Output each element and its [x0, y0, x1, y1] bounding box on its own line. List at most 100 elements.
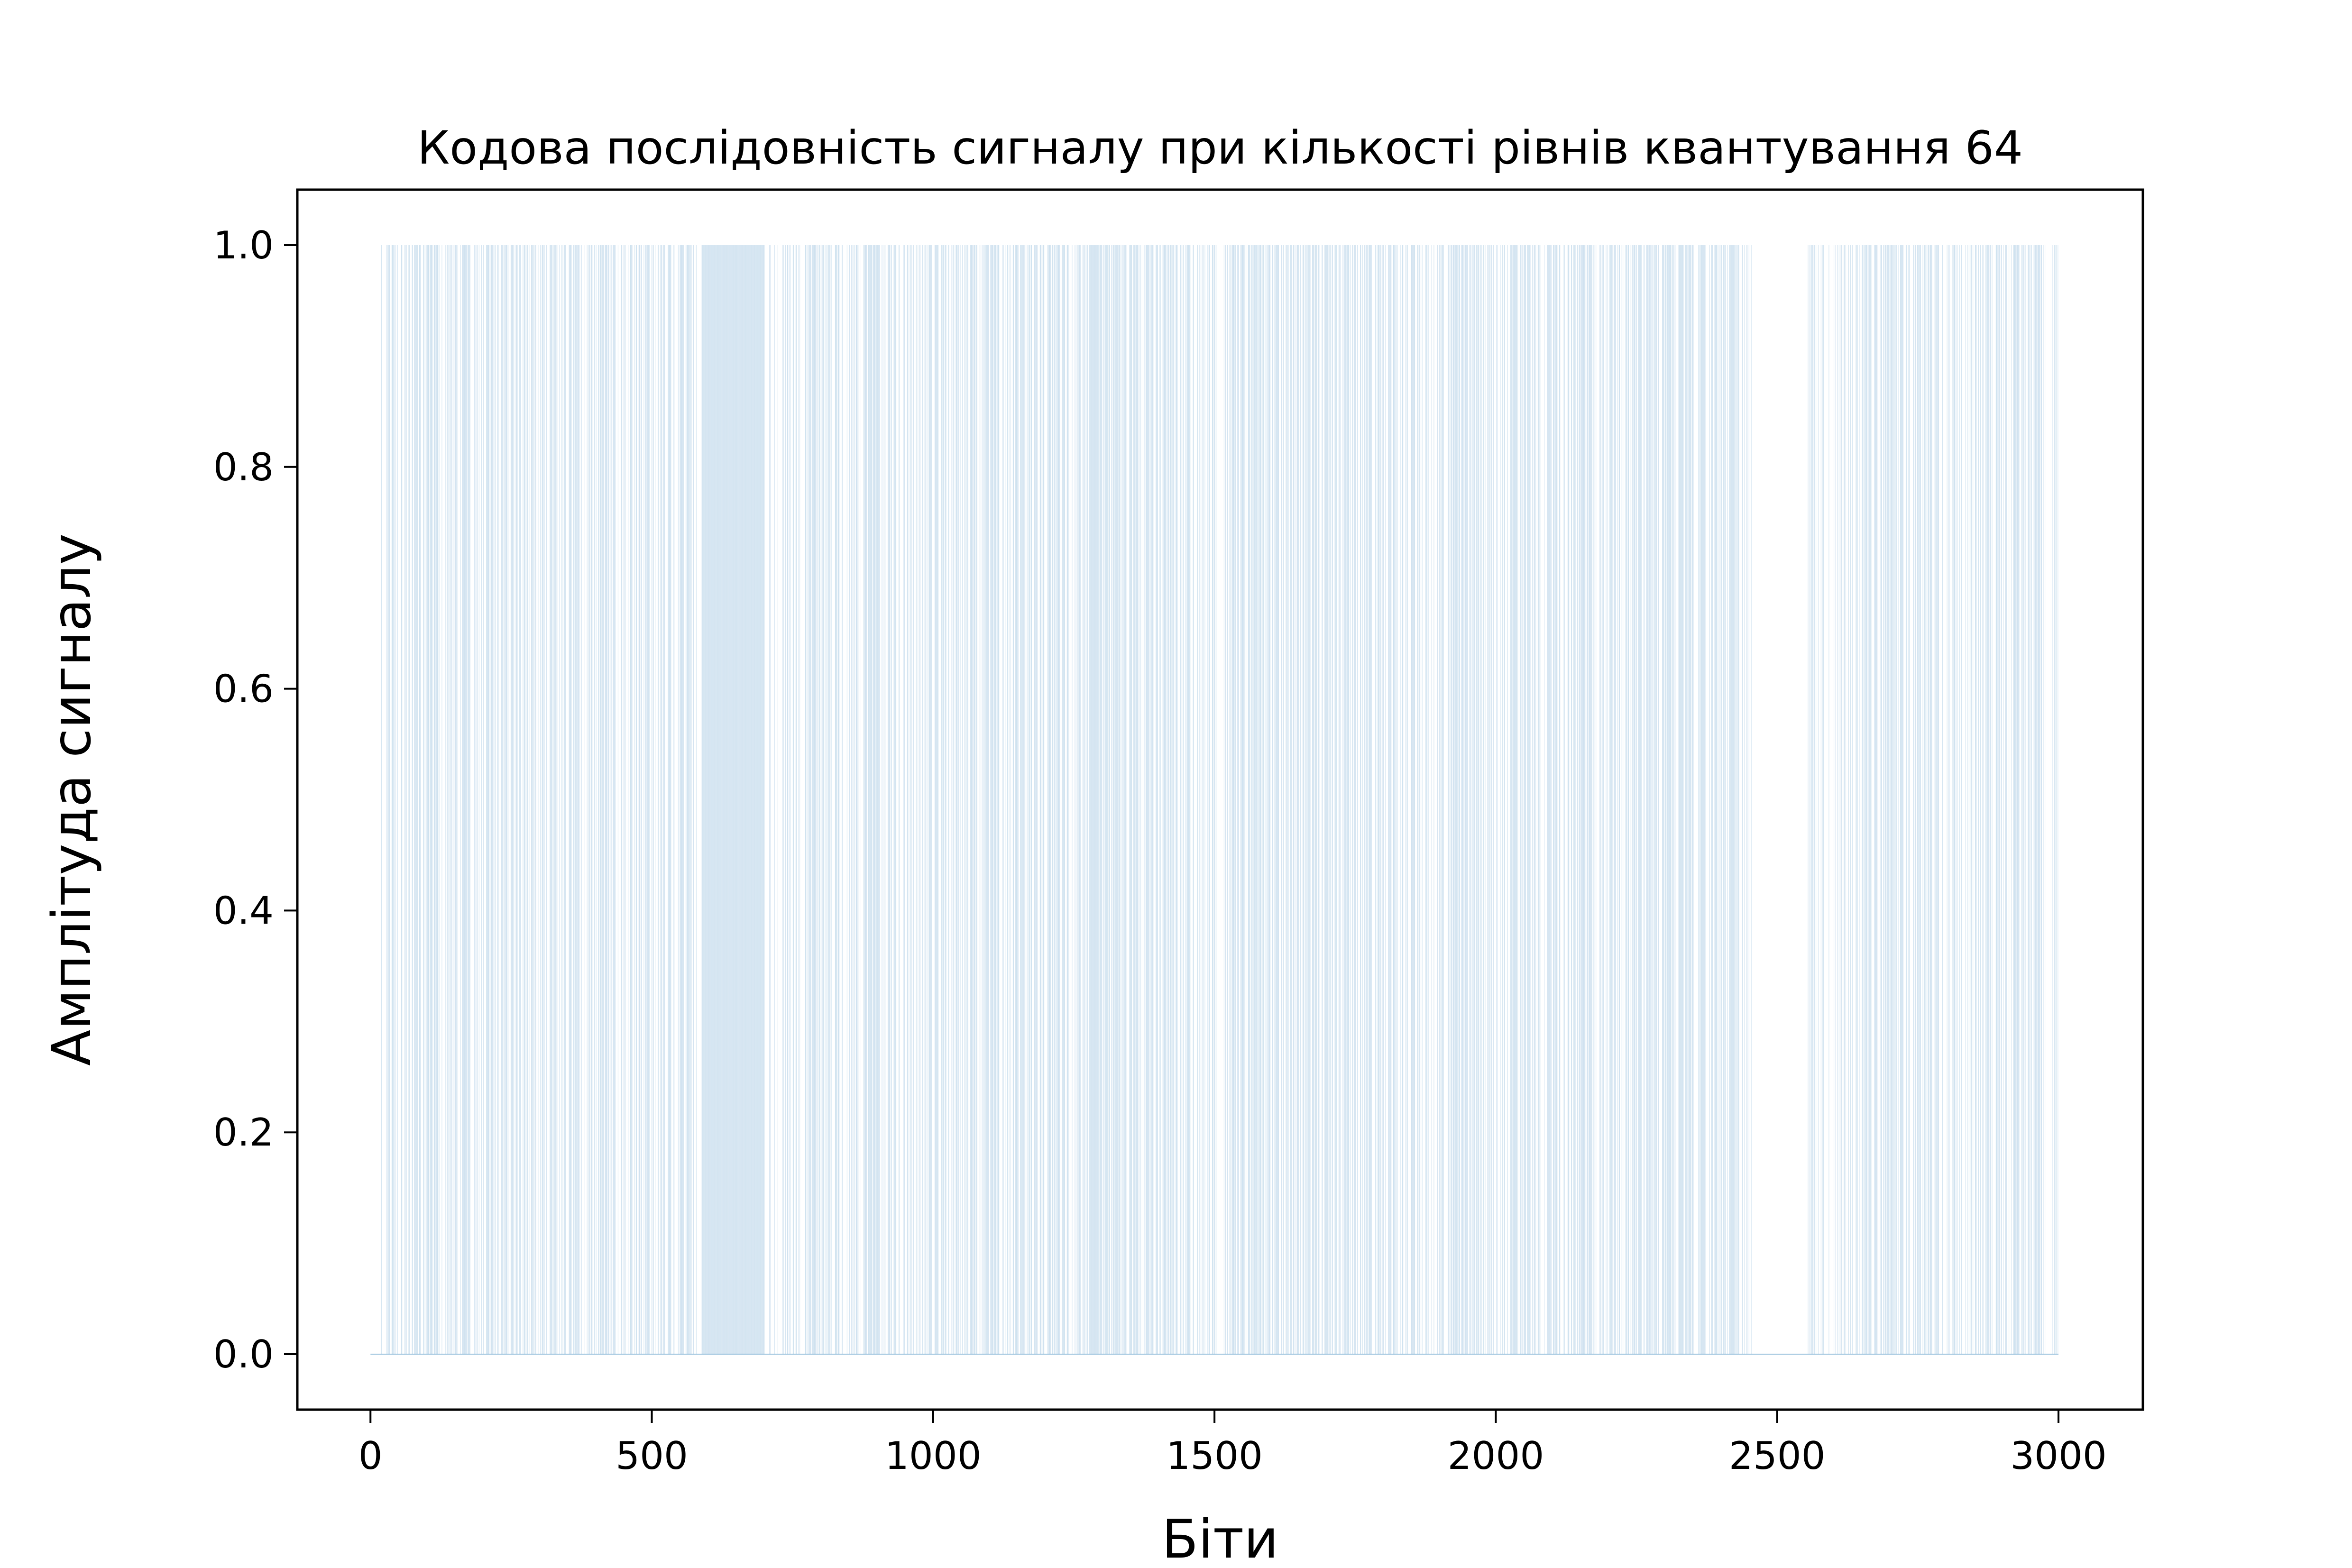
bit-bar-1331 [1852, 245, 1853, 1355]
bit-bar-479 [873, 245, 874, 1355]
bit-bar-1218 [1668, 245, 1669, 1355]
bit-bar-690 [1095, 245, 1096, 1355]
bit-bar-420 [810, 245, 811, 1355]
bit-bar-1233 [1681, 245, 1682, 1355]
bit-bar-806 [1213, 245, 1214, 1355]
bit-bar-1319 [1837, 245, 1838, 1355]
bit-bar-81 [469, 245, 470, 1355]
bit-bar-1414 [1947, 245, 1948, 1355]
bit-bar-1454 [2001, 245, 2002, 1355]
bit-bar-921 [1332, 245, 1333, 1355]
y-tick-label-1: 0.2 [213, 1110, 274, 1155]
bit-bar-1301 [1751, 245, 1752, 1355]
bit-bar-900 [1313, 245, 1314, 1355]
bit-bar-1115 [1556, 245, 1557, 1355]
bit-bar-1106 [1549, 245, 1550, 1355]
bit-bar-892 [1306, 245, 1307, 1355]
bit-bar-541 [943, 245, 944, 1355]
bit-bar-181 [576, 245, 577, 1355]
bit-bar-948 [1364, 245, 1365, 1355]
bit-bar-41 [430, 245, 431, 1355]
bit-bar-391 [762, 245, 763, 1355]
bit-bar-1020 [1453, 245, 1454, 1355]
bit-bar-200 [600, 245, 601, 1355]
bit-bar-271 [683, 245, 684, 1355]
x-tick-label-2: 1000 [885, 1434, 982, 1478]
bit-bar-186 [581, 245, 582, 1355]
bit-bar-143 [533, 245, 534, 1355]
bit-bar-602 [1007, 245, 1008, 1355]
bit-bar-607 [1015, 245, 1016, 1355]
bit-bar-1340 [1865, 245, 1866, 1355]
bit-bar-1027 [1459, 245, 1460, 1355]
bit-bar-618 [1023, 245, 1024, 1355]
bit-bar-1452 [1998, 245, 1999, 1355]
bit-bar-705 [1107, 245, 1108, 1355]
bit-bar-1371 [1894, 245, 1895, 1355]
bit-bar-562 [967, 245, 968, 1355]
bit-bar-1039 [1470, 245, 1471, 1355]
bit-bar-951 [1367, 245, 1368, 1355]
bit-bar-121 [512, 245, 513, 1355]
bit-bar-698 [1101, 245, 1102, 1355]
bit-bar-354 [741, 245, 742, 1355]
bit-bar-1139 [1584, 245, 1585, 1355]
bit-bar-1401 [1928, 245, 1929, 1355]
bit-bar-1457 [2005, 245, 2006, 1355]
bit-bar-1065 [1502, 245, 1503, 1355]
bit-bar-1259 [1704, 245, 1705, 1355]
bit-bar-752 [1151, 245, 1152, 1355]
bit-bar-1329 [1850, 245, 1851, 1355]
bit-bar-803 [1209, 245, 1210, 1355]
bit-bar-1370 [1893, 245, 1894, 1355]
bit-bar-333 [729, 245, 730, 1355]
bit-bar-778 [1176, 245, 1177, 1355]
bit-bar-36 [426, 245, 427, 1355]
x-tick-label-4: 2000 [1448, 1434, 1544, 1478]
y-tick-label-3: 0.6 [213, 667, 274, 711]
bit-bar-185 [579, 245, 580, 1355]
bit-bar-1182 [1632, 245, 1633, 1355]
bit-bar-1162 [1610, 245, 1611, 1355]
bit-bar-1134 [1581, 245, 1582, 1355]
bit-bar-832 [1244, 245, 1245, 1355]
bit-bar-1201 [1650, 245, 1651, 1355]
bit-bar-768 [1167, 245, 1168, 1355]
bit-bar-1345 [1869, 245, 1870, 1355]
bit-bar-1450 [1996, 245, 1997, 1355]
bit-bar-732 [1131, 245, 1132, 1355]
bit-bar-303 [712, 245, 713, 1355]
bit-bar-487 [878, 245, 879, 1355]
bit-bar-1490 [2039, 245, 2040, 1355]
bit-bar-1361 [1885, 245, 1886, 1355]
bit-bar-1203 [1652, 245, 1653, 1355]
bit-bar-1024 [1456, 245, 1457, 1355]
bit-bar-1499 [2056, 245, 2057, 1355]
bit-bar-68 [460, 245, 461, 1355]
bit-bar-911 [1324, 245, 1325, 1355]
bit-bar-564 [970, 245, 971, 1355]
bit-bar-652 [1058, 245, 1059, 1355]
bit-bar-631 [1037, 245, 1038, 1355]
bit-bar-590 [992, 245, 993, 1355]
bit-bar-243 [649, 245, 650, 1355]
bit-bar-533 [935, 245, 936, 1355]
bit-bar-1284 [1731, 245, 1732, 1355]
bit-bar-123 [513, 245, 514, 1355]
bit-bar-245 [652, 245, 653, 1355]
bit-bar-1150 [1593, 245, 1594, 1355]
bit-bar-684 [1092, 245, 1093, 1355]
bit-bar-539 [941, 245, 942, 1355]
bit-bar-383 [757, 245, 758, 1355]
bit-bar-43 [431, 245, 432, 1355]
bit-bar-1051 [1483, 245, 1484, 1355]
bit-bar-253 [663, 245, 664, 1355]
bit-bar-785 [1185, 245, 1186, 1355]
bit-bar-481 [874, 245, 875, 1355]
bit-bar-96 [488, 245, 489, 1355]
bit-bar-1196 [1646, 245, 1647, 1355]
bit-bar-919 [1330, 245, 1331, 1355]
bit-bar-1461 [2011, 245, 2012, 1355]
bit-bar-1179 [1628, 245, 1629, 1355]
bit-bar-641 [1049, 245, 1050, 1355]
